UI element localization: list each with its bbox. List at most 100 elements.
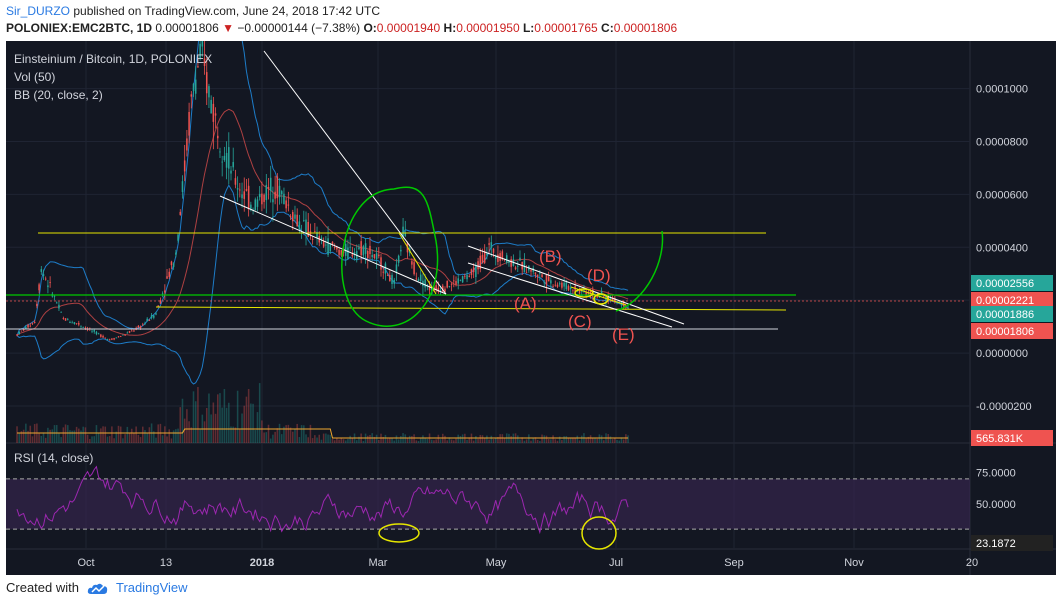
candle-body: [272, 199, 274, 203]
candle-body: [510, 259, 512, 267]
volume-bar: [475, 436, 477, 443]
candle-body: [530, 269, 532, 272]
open-label: O:: [363, 21, 377, 35]
volume-bar: [300, 425, 303, 443]
candle-body: [486, 253, 488, 256]
candle-body: [536, 274, 539, 277]
legend-title: Einsteinium / Bitcoin, 1D, POLONIEX: [14, 52, 212, 66]
candle-body: [60, 311, 62, 313]
candle-body: [148, 320, 151, 321]
volume-bar: [567, 437, 570, 443]
volume-bar: [349, 435, 351, 443]
volume-bar: [93, 436, 96, 443]
trend-drawings: [6, 50, 966, 330]
low-label: L:: [522, 21, 535, 35]
chart-svg[interactable]: 0.00000000.00002000.00004000.00006000.00…: [6, 0, 1056, 575]
candle-body: [78, 323, 80, 325]
volume-bar: [33, 424, 36, 443]
volume-bar: [164, 426, 166, 443]
candle-body: [84, 327, 87, 329]
volume-bar: [422, 435, 424, 443]
volume-bar: [197, 386, 199, 443]
volume-bar: [170, 438, 173, 443]
price-tag-label: 0.00002556: [976, 278, 1034, 290]
candle-body: [267, 187, 270, 189]
volume-bar: [175, 429, 177, 443]
tradingview-link[interactable]: TradingView: [116, 580, 188, 595]
chart-area[interactable]: 0.00000000.00002000.00004000.00006000.00…: [6, 0, 1056, 575]
candle-body: [563, 282, 565, 287]
volume-bar: [292, 431, 294, 443]
volume-bar: [135, 426, 137, 443]
author-link[interactable]: Sir_DURZO: [6, 4, 71, 18]
candle-body: [391, 275, 393, 285]
candle-body: [20, 330, 23, 332]
candle-body: [561, 282, 563, 288]
volume-ma-line: [17, 428, 629, 439]
candle-body: [457, 278, 459, 284]
time-tick-label: Oct: [77, 557, 94, 569]
volume-bar: [589, 435, 592, 443]
volume-bar: [212, 402, 215, 443]
candle-body: [550, 280, 552, 284]
price-tick-label: 0.0000600: [976, 189, 1028, 201]
candle-body: [117, 336, 120, 338]
candle-body: [344, 243, 347, 256]
change-value: −0.00000144 (−7.38%): [237, 21, 361, 35]
close-value: 0.00001806: [613, 21, 678, 35]
volume-bar: [117, 425, 120, 443]
candle-body: [470, 269, 473, 275]
volume-bar: [155, 437, 157, 443]
volume-bar: [375, 434, 378, 443]
rsi-line: [16, 465, 629, 535]
volume-bar: [66, 425, 69, 443]
candle-body: [349, 246, 351, 248]
candle-body: [108, 339, 111, 341]
candle-body: [170, 261, 173, 266]
candle-body: [364, 243, 367, 254]
candle-body: [225, 152, 228, 168]
candle-body: [459, 279, 462, 281]
candle-body: [375, 253, 378, 260]
candle-body: [519, 257, 521, 261]
candle-body: [296, 214, 298, 227]
candle-body: [314, 230, 316, 232]
volume-bar: [367, 435, 369, 443]
candle-body: [102, 335, 104, 338]
volume-bar: [82, 426, 84, 443]
volume-bar: [203, 421, 206, 443]
candle-body: [205, 72, 208, 94]
volume-bar: [274, 431, 276, 443]
created-with-text: Created with: [6, 580, 79, 595]
volume-bar: [547, 439, 550, 443]
volume-bar: [305, 434, 307, 443]
volume-bar: [122, 438, 124, 443]
volume-bar: [342, 439, 345, 443]
volume-bar: [166, 436, 168, 443]
candle-body: [338, 249, 340, 255]
candle-body: [475, 265, 477, 278]
candle-body: [320, 237, 323, 240]
volume-bar: [111, 426, 113, 443]
price-tag-label: 23.1872: [976, 538, 1016, 550]
volume-bar: [49, 429, 51, 443]
bollinger-bands: [16, 0, 629, 385]
volume-bar: [347, 439, 349, 443]
price-tag-bg: [971, 275, 1053, 291]
volume-bar: [216, 394, 219, 443]
candle-body: [276, 176, 279, 199]
volume-bar: [483, 437, 486, 443]
volume-bar: [378, 439, 380, 443]
wedge-line-lower: [467, 262, 673, 328]
candle-body: [453, 280, 455, 282]
candle-body: [179, 211, 182, 215]
volume-bar: [62, 427, 65, 443]
wave-label-c: (C): [568, 312, 592, 331]
candle-body: [490, 242, 493, 248]
candle-body: [609, 297, 612, 301]
volume-bar: [186, 409, 188, 443]
volume-bar: [265, 432, 268, 443]
candle-body: [578, 289, 581, 294]
volume-bar: [232, 426, 234, 443]
volume-bar: [69, 430, 71, 443]
